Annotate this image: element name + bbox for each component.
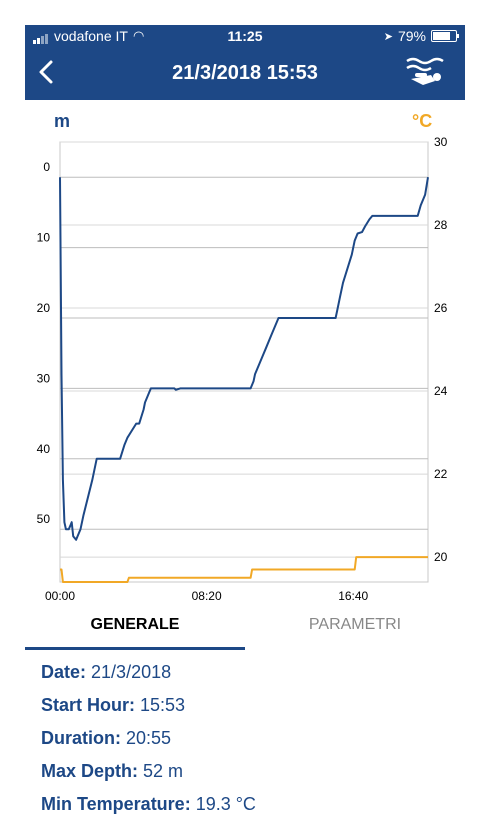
depth-tick-label: 10: [37, 231, 51, 245]
start-hour-value: 15:53: [140, 695, 186, 715]
tab-bar: GENERALE PARAMETRI: [0, 606, 490, 652]
dive-profile-chart[interactable]: 0 10 20 30 40 50 20 22 24 26 28 30 00:00 08:20 16:40: [0, 120, 490, 610]
date-label: Date:: [41, 662, 87, 682]
carrier-label: vodafone IT: [54, 28, 128, 44]
depth-tick-label: 20: [37, 301, 51, 315]
depth-tick-label: 0: [43, 160, 50, 174]
diver-icon[interactable]: [403, 53, 447, 93]
time-tick-label: 00:00: [45, 589, 75, 603]
temperature-tick-label: 26: [434, 301, 448, 315]
temperature-tick-label: 20: [434, 550, 448, 564]
info-row-duration: Duration: 20:55: [41, 722, 256, 755]
depth-series-line: [59, 177, 429, 541]
status-bar: vodafone IT ◠ 11:25 ➤ 79%: [25, 25, 465, 47]
min-temperature-value: 19.3 °C: [195, 794, 256, 814]
duration-label: Duration:: [41, 728, 121, 748]
start-hour-label: Start Hour:: [41, 695, 135, 715]
status-left: vodafone IT ◠: [33, 28, 144, 44]
depth-tick-label: 30: [37, 371, 51, 385]
info-row-date: Date: 21/3/2018: [41, 656, 256, 689]
tab-parametri[interactable]: PARAMETRI: [308, 616, 402, 633]
duration-value: 20:55: [126, 728, 172, 748]
location-arrow-icon: ➤: [383, 30, 393, 43]
time-tick-label: 08:20: [192, 589, 222, 603]
battery-percent: 79%: [397, 28, 426, 44]
min-temperature-label: Min Temperature:: [41, 794, 191, 814]
depth-tick-label: 50: [37, 512, 51, 526]
temperature-tick-label: 30: [434, 135, 448, 149]
signal-icon: [33, 28, 49, 44]
status-time: 11:25: [227, 28, 263, 44]
page-title: 21/3/2018 15:53: [172, 62, 318, 84]
tab-generale[interactable]: GENERALE: [90, 616, 180, 633]
info-row-min-temperature: Min Temperature: 19.3 °C: [41, 788, 256, 821]
info-row-start-hour: Start Hour: 15:53: [41, 689, 256, 722]
battery-icon: [431, 30, 459, 42]
active-tab-indicator: [25, 647, 245, 650]
temperature-tick-label: 28: [434, 218, 448, 232]
wifi-icon: ◠: [132, 28, 145, 43]
temperature-series-line: [60, 556, 428, 583]
dive-info: Date: 21/3/2018 Start Hour: 15:53 Durati…: [41, 656, 256, 821]
max-depth-label: Max Depth:: [41, 761, 139, 781]
time-tick-label: 16:40: [338, 589, 368, 603]
plot-frame: [59, 141, 429, 583]
date-value: 21/3/2018: [91, 662, 172, 682]
temperature-unit-label: °C: [412, 111, 433, 131]
back-chevron-icon[interactable]: [33, 57, 63, 87]
depth-unit-label: m: [54, 111, 71, 131]
status-right: ➤ 79%: [383, 28, 459, 44]
temperature-tick-label: 24: [434, 384, 448, 398]
temperature-tick-label: 22: [434, 467, 448, 481]
max-depth-value: 52 m: [143, 761, 184, 781]
info-row-max-depth: Max Depth: 52 m: [41, 755, 256, 788]
nav-bar: 21/3/2018 15:53: [25, 47, 465, 100]
depth-tick-label: 40: [37, 442, 51, 456]
